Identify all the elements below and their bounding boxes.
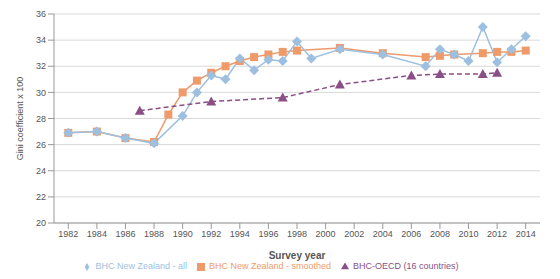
svg-text:2006: 2006 [401, 229, 421, 239]
html-text:BHC New Zealand - all: BHC New Zealand - all [95, 261, 187, 271]
svg-text:28: 28 [36, 114, 46, 124]
svg-text:1996: 1996 [258, 229, 278, 239]
svg-text:26: 26 [36, 140, 46, 150]
html-text:BHC New Zealand - smoothed: BHC New Zealand - smoothed [209, 261, 331, 271]
html-text:BHC-OECD (16 countries): BHC-OECD (16 countries) [353, 261, 459, 271]
svg-text:1990: 1990 [173, 229, 193, 239]
svg-text:1992: 1992 [201, 229, 221, 239]
svg-text:36: 36 [36, 9, 46, 19]
svg-text:20: 20 [36, 218, 46, 228]
svg-text:2004: 2004 [373, 229, 393, 239]
svg-text:1984: 1984 [87, 229, 107, 239]
svg-text:1998: 1998 [287, 229, 307, 239]
svg-text:2000: 2000 [316, 229, 336, 239]
svg-text:2014: 2014 [516, 229, 536, 239]
svg-text:30: 30 [36, 88, 46, 98]
svg-text:2010: 2010 [459, 229, 479, 239]
svg-text:2002: 2002 [344, 229, 364, 239]
svg-text:Survey year: Survey year [269, 250, 326, 261]
svg-text:Gini coefficient x 100: Gini coefficient x 100 [15, 77, 25, 160]
svg-text:24: 24 [36, 166, 46, 176]
svg-text:2012: 2012 [487, 229, 507, 239]
svg-text:1988: 1988 [144, 229, 164, 239]
svg-text:34: 34 [36, 35, 46, 45]
svg-text:2008: 2008 [430, 229, 450, 239]
svg-text:1994: 1994 [230, 229, 250, 239]
svg-text:1986: 1986 [115, 229, 135, 239]
svg-text:22: 22 [36, 192, 46, 202]
svg-text:32: 32 [36, 61, 46, 71]
svg-text:1982: 1982 [58, 229, 78, 239]
